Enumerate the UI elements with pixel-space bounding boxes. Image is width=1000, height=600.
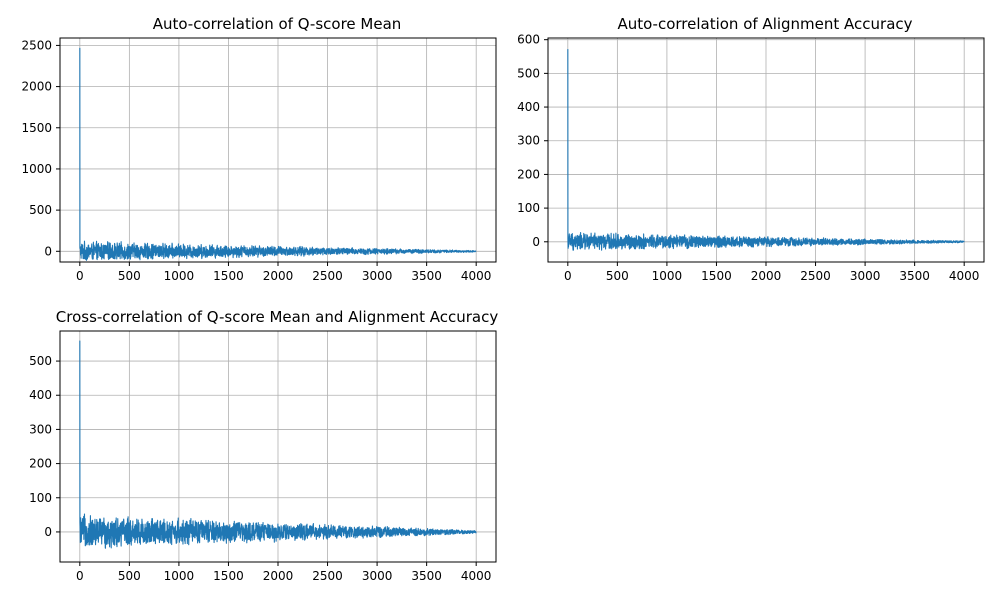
y-tick-label: 200: [29, 457, 52, 471]
x-tick-label: 2500: [800, 269, 831, 283]
y-tick-label: 0: [44, 244, 52, 258]
axes: 0 500 1000 1500 2000 2500 3000 3500 4000 0 500 1000…: [21, 37, 497, 283]
chart-title: Auto-correlation of Alignment Accuracy: [617, 15, 912, 33]
x-tick-label: 0: [76, 569, 84, 583]
x-tick-label: 500: [118, 569, 141, 583]
x-tick-label: 3000: [362, 569, 393, 583]
series-line: [79, 340, 477, 549]
y-tick-label: 0: [532, 235, 540, 249]
y-tick-label: 0: [44, 525, 52, 539]
grid: [60, 38, 496, 262]
y-tick-label: 1500: [21, 121, 52, 135]
x-tick-label: 1000: [164, 569, 195, 583]
x-tick-label: 1500: [213, 569, 244, 583]
x-tick-label: 3000: [850, 269, 881, 283]
x-tick-label: 2000: [263, 569, 294, 583]
y-tick-label: 500: [29, 203, 52, 217]
x-tick-label: 2000: [751, 269, 782, 283]
axes: 0 500 1000 1500 2000 2500 3000 3500 4000 0 100 200 3…: [29, 330, 497, 583]
y-tick-label: 100: [29, 491, 52, 505]
x-tick-label: 1500: [213, 269, 244, 283]
y-tick-label: 300: [517, 134, 540, 148]
x-tick-label: 4000: [949, 269, 980, 283]
y-tick-label: 1000: [21, 162, 52, 176]
y-tick-label: 500: [517, 66, 540, 80]
y-tick-label: 600: [517, 33, 540, 47]
x-tick-label: 500: [118, 269, 141, 283]
x-tick-label: 4000: [461, 269, 492, 283]
series-line: [79, 47, 477, 261]
x-tick-label: 0: [76, 269, 84, 283]
y-tick-label: 100: [517, 201, 540, 215]
series-layer: [79, 340, 477, 549]
y-tick-label: 2000: [21, 80, 52, 94]
y-tick-label: 2500: [21, 38, 52, 52]
x-tick-label: 3000: [362, 269, 393, 283]
x-tick-label: 3500: [411, 569, 442, 583]
x-tick-label: 4000: [461, 569, 492, 583]
y-tick-label: 400: [517, 100, 540, 114]
x-tick-label: 2000: [263, 269, 294, 283]
axes: 0 500 1000 1500 2000 2500 3000 3500 4000 0 100 200 3…: [517, 33, 985, 283]
chart-cross-correlation: Cross-correlation of Q-score Mean and Al…: [29, 308, 498, 583]
chart-qscore-autocorrelation: Auto-correlation of Q-score Mean 0 500 100…: [21, 15, 497, 283]
x-tick-label: 3500: [411, 269, 442, 283]
y-tick-label: 500: [29, 354, 52, 368]
x-tick-label: 1000: [164, 269, 195, 283]
x-tick-label: 2500: [312, 269, 343, 283]
y-tick-label: 200: [517, 167, 540, 181]
chart-title: Auto-correlation of Q-score Mean: [153, 15, 402, 33]
x-tick-label: 1500: [701, 269, 732, 283]
x-tick-label: 2500: [312, 569, 343, 583]
series-layer: [567, 49, 965, 251]
series-layer: [79, 47, 477, 261]
grid: [548, 38, 984, 262]
chart-title: Cross-correlation of Q-score Mean and Al…: [56, 308, 499, 326]
series-line: [567, 49, 965, 251]
y-tick-label: 300: [29, 422, 52, 436]
y-tick-label: 400: [29, 388, 52, 402]
x-tick-label: 500: [606, 269, 629, 283]
x-tick-label: 3500: [899, 269, 930, 283]
x-tick-label: 0: [564, 269, 572, 283]
chart-alignment-autocorrelation: Auto-correlation of Alignment Accuracy 0…: [517, 15, 985, 283]
x-tick-label: 1000: [652, 269, 683, 283]
